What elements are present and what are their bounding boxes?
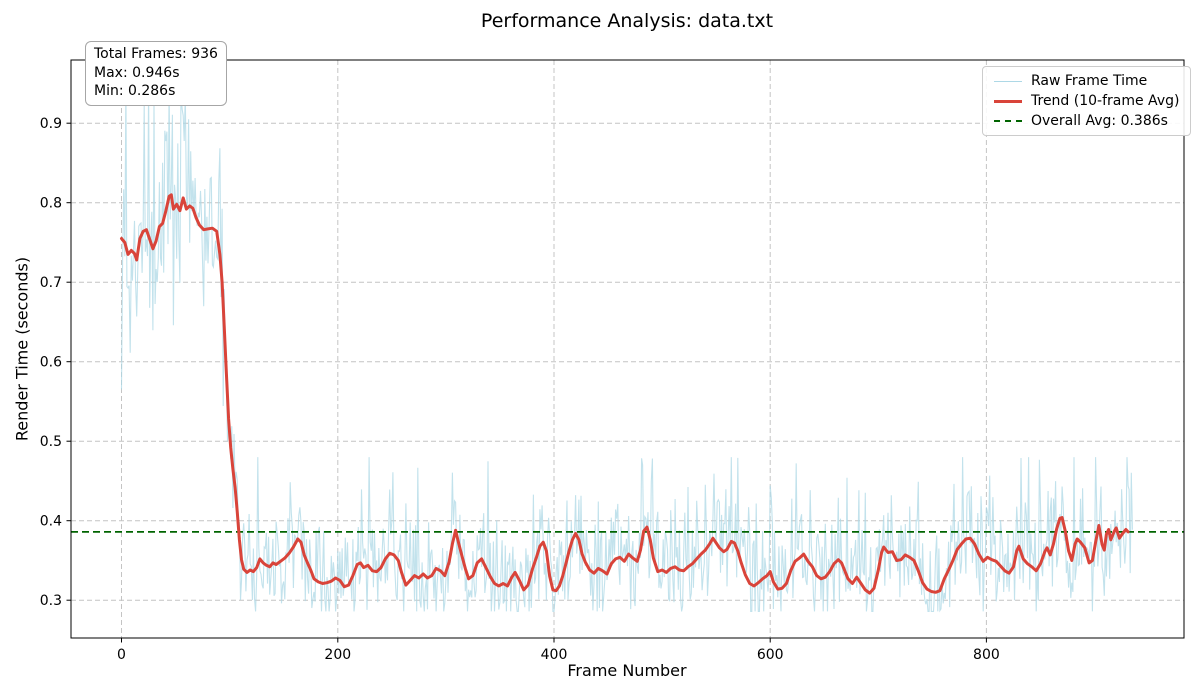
legend-item: Raw Frame Time xyxy=(994,73,1179,89)
y-tick-label: 0.9 xyxy=(40,116,62,132)
legend-item-label: Overall Avg: 0.386s xyxy=(1031,113,1168,129)
x-tick-label: 400 xyxy=(541,647,568,663)
x-axis-label: Frame Number xyxy=(567,661,687,680)
x-tick-label: 600 xyxy=(757,647,784,663)
legend: Raw Frame Time Trend (10-frame Avg) Overal… xyxy=(982,66,1192,136)
y-tick-label: 0.7 xyxy=(40,275,62,291)
stats-line: Total Frames: 936 xyxy=(94,46,218,62)
legend-line-sample xyxy=(994,99,1022,103)
x-tick-label: 800 xyxy=(973,647,1000,663)
y-axis-label: Render Time (seconds) xyxy=(12,256,32,442)
x-tick-label: 200 xyxy=(324,647,351,663)
stats-line: Min: 0.286s xyxy=(94,83,176,99)
legend-item-label: Trend (10-frame Avg) xyxy=(1031,93,1180,109)
y-tick-label: 0.5 xyxy=(40,434,62,450)
y-tick-label: 0.4 xyxy=(40,514,62,530)
legend-item-label: Raw Frame Time xyxy=(1031,73,1148,89)
raw-series-line xyxy=(120,86,1133,613)
legend-line-sample xyxy=(994,80,1022,82)
trend-series-line xyxy=(120,193,1130,595)
legend-item: Trend (10-frame Avg) xyxy=(994,93,1179,109)
y-tick-label: 0.8 xyxy=(40,196,62,212)
y-tick-label: 0.6 xyxy=(40,355,62,371)
chart-title: Performance Analysis: data.txt xyxy=(480,10,774,32)
legend-line-sample xyxy=(994,120,1022,122)
legend-item: Overall Avg: 0.386s xyxy=(994,113,1179,129)
stats-box: Total Frames: 936 Max: 0.946s Min: 0.286s xyxy=(85,41,227,106)
axes-spine xyxy=(70,59,1185,639)
stats-line: Max: 0.946s xyxy=(94,64,180,81)
y-tick-label: 0.3 xyxy=(40,593,62,609)
x-tick-label: 0 xyxy=(117,647,126,663)
